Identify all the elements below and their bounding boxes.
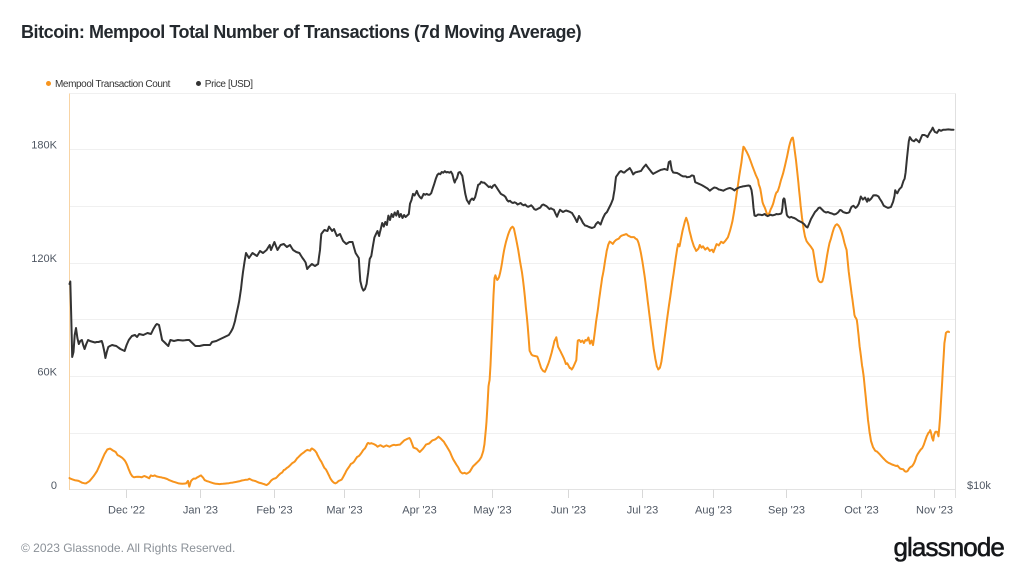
svg-text:180K: 180K bbox=[31, 140, 57, 152]
svg-text:Aug '23: Aug '23 bbox=[695, 505, 732, 517]
svg-text:Feb '23: Feb '23 bbox=[256, 505, 292, 517]
svg-text:Jun '23: Jun '23 bbox=[551, 505, 586, 517]
svg-text:Mar '23: Mar '23 bbox=[326, 505, 362, 517]
svg-text:120K: 120K bbox=[31, 253, 57, 265]
svg-text:Dec '22: Dec '22 bbox=[108, 505, 145, 517]
svg-text:Jul '23: Jul '23 bbox=[627, 505, 658, 517]
svg-text:May '23: May '23 bbox=[473, 505, 511, 517]
svg-text:Oct '23: Oct '23 bbox=[844, 505, 879, 517]
svg-text:0: 0 bbox=[51, 480, 57, 492]
svg-text:Sep '23: Sep '23 bbox=[768, 505, 805, 517]
svg-text:Nov '23: Nov '23 bbox=[916, 505, 953, 517]
svg-text:Jan '23: Jan '23 bbox=[183, 505, 218, 517]
svg-text:Apr '23: Apr '23 bbox=[402, 505, 437, 517]
svg-text:$10k: $10k bbox=[967, 480, 991, 492]
svg-text:60K: 60K bbox=[37, 367, 57, 379]
